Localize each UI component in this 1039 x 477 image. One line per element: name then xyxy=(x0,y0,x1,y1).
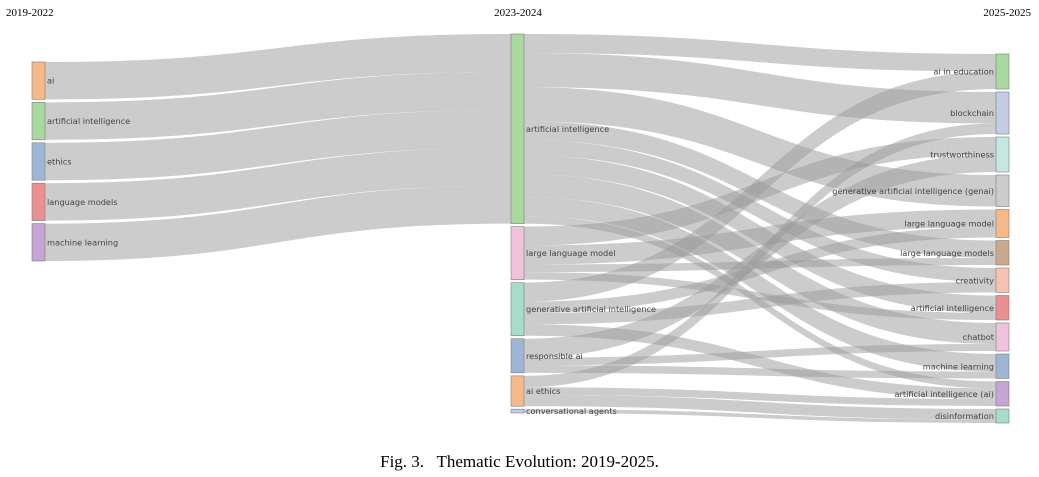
node-label-c2: trustworthiness xyxy=(930,150,994,160)
node-label-c3: generative artificial intelligence (gena… xyxy=(832,186,994,196)
node-label-b4: ai ethics xyxy=(526,386,560,396)
node-label-b5: conversational agents xyxy=(526,406,617,416)
node-b3 xyxy=(510,338,525,374)
node-a0 xyxy=(31,61,46,100)
node-label-b0: artificial intelligence xyxy=(526,124,609,134)
link-b0-c0 xyxy=(524,34,996,72)
node-label-c1: blockchain xyxy=(950,108,994,118)
node-label-c7: artificial intelligence xyxy=(911,303,994,313)
link-b4-c11 xyxy=(524,394,996,420)
sankey-links xyxy=(45,34,996,423)
column-title-1: 2019-2022 xyxy=(6,7,54,19)
node-label-c4: large language model xyxy=(904,219,994,229)
column-title-3: 2025-2025 xyxy=(983,7,1031,19)
node-a4 xyxy=(31,223,46,262)
node-label-c9: machine learning xyxy=(923,361,994,371)
node-c10 xyxy=(995,381,1010,407)
node-label-c11: disinformation xyxy=(935,411,994,421)
link-b4-c1 xyxy=(524,123,996,388)
node-a1 xyxy=(31,102,46,141)
link-b2-c0 xyxy=(524,71,996,302)
node-label-b1: large language model xyxy=(526,248,616,258)
caption-text: Thematic Evolution: 2019-2025. xyxy=(436,452,659,471)
node-label-b2: generative artificial intelligence xyxy=(526,304,656,314)
link-b0-c9 xyxy=(524,197,996,372)
link-b5-c11 xyxy=(524,409,996,423)
node-label-a3: language models xyxy=(47,197,117,207)
node-b1 xyxy=(510,226,525,280)
link-b0-c6 xyxy=(524,140,996,282)
node-label-c6: creativity xyxy=(956,275,995,285)
link-a3-b0 xyxy=(45,147,511,221)
node-label-a4: machine learning xyxy=(47,237,118,247)
node-c4 xyxy=(995,209,1010,238)
node-b5 xyxy=(510,408,525,414)
node-c8 xyxy=(995,322,1010,352)
node-c3 xyxy=(995,174,1010,207)
link-b1-c7 xyxy=(524,272,996,320)
node-label-c8: chatbot xyxy=(963,332,995,342)
link-b2-c10 xyxy=(524,324,996,399)
node-c11 xyxy=(995,408,1010,424)
caption-fig-label: Fig. 3. xyxy=(380,452,425,471)
node-c7 xyxy=(995,295,1010,321)
link-b1-c4 xyxy=(524,209,996,265)
thematic-evolution-sankey: 2019-2022 2023-2024 2025-2025 ai artifici… xyxy=(6,7,1031,424)
link-a2-b0 xyxy=(45,109,511,181)
node-c6 xyxy=(995,267,1010,293)
link-a4-b0 xyxy=(45,185,511,261)
node-b0 xyxy=(510,33,525,224)
link-a1-b0 xyxy=(45,71,511,140)
node-c9 xyxy=(995,353,1010,379)
node-label-a2: ethics xyxy=(47,157,71,167)
node-c0 xyxy=(995,53,1010,90)
sankey-nodes: ai artificial intelligence ethics language … xyxy=(31,33,1010,424)
node-a3 xyxy=(31,182,46,221)
node-a2 xyxy=(31,142,46,181)
node-c1 xyxy=(995,91,1010,135)
figure-caption: Fig. 3. Thematic Evolution: 2019-2025. xyxy=(0,452,1039,472)
node-label-a1: artificial intelligence xyxy=(47,116,130,126)
link-a0-b0 xyxy=(45,34,511,100)
link-b2-c4 xyxy=(524,227,996,313)
link-b3-c9 xyxy=(524,365,996,379)
link-b2-c6 xyxy=(524,282,996,325)
node-c5 xyxy=(995,240,1010,266)
link-b4-c10 xyxy=(524,387,996,406)
node-label-b3: responsible ai xyxy=(526,351,583,361)
node-label-c0: ai in education xyxy=(933,67,994,77)
node-label-c5: large language models xyxy=(900,248,994,258)
node-c2 xyxy=(995,136,1010,173)
node-label-a0: ai xyxy=(47,76,54,86)
column-title-2: 2023-2024 xyxy=(494,7,542,19)
node-b2 xyxy=(510,282,525,337)
node-label-c10: artificial intelligence (ai) xyxy=(895,389,994,399)
node-b4 xyxy=(510,375,525,407)
